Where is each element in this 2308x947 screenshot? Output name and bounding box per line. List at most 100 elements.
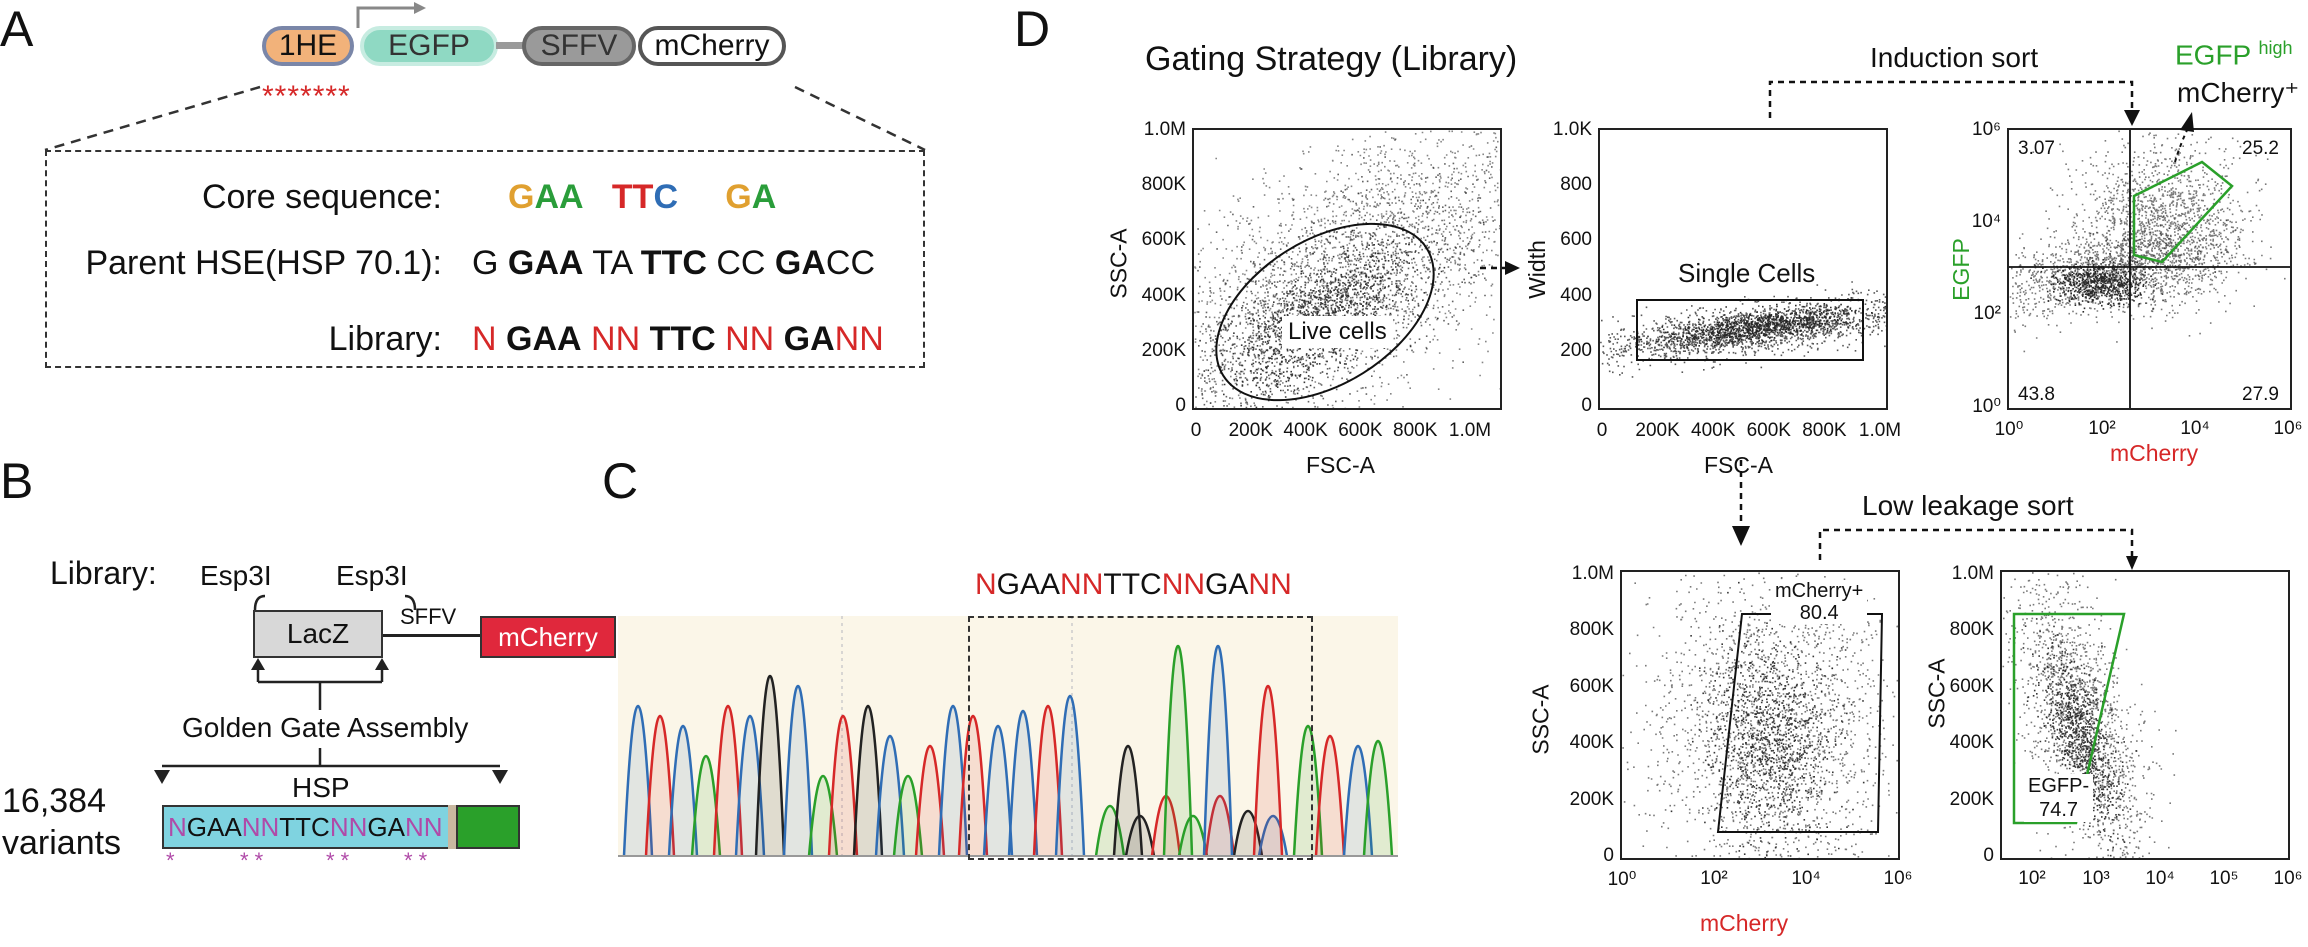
plot3-frame	[2007, 128, 2292, 410]
core-seq-segment: AA	[534, 178, 584, 216]
parent-seq-segment: CC	[825, 244, 875, 282]
panel-c-label: C	[602, 453, 639, 509]
core-seq-segment: TT	[611, 178, 654, 216]
plot3-xtick: 10⁰	[1994, 419, 2024, 440]
parent-seq-segment: GAA	[507, 244, 584, 282]
egfp-high-text: EGFP	[2175, 39, 2251, 71]
plot1-xtick: 0	[1190, 420, 1202, 441]
hsp-spacer	[448, 805, 456, 849]
library-seq-segment: N	[472, 320, 506, 358]
plot4-ytick: 400K	[1569, 732, 1614, 754]
chromatogram-peak	[1362, 739, 1394, 857]
low-leakage-sort-label: Low leakage sort	[1862, 490, 2074, 521]
plot2-ytick: 400	[1560, 284, 1592, 306]
construct-egfp-label: EGFP	[388, 29, 470, 62]
egfp-neg-gate-label: EGFP- 74.7	[2024, 774, 2094, 822]
plot1-ylabel: SSC-A	[1105, 228, 1132, 299]
library-seq-segment: TTC	[649, 320, 716, 358]
plot4-xtick: 10⁶	[1883, 868, 1913, 889]
core-sequence: GAA TTC GA	[508, 178, 776, 217]
plot4-frame	[1620, 570, 1900, 860]
plot4-xtick: 10²	[1700, 868, 1728, 889]
plot1-xlabel: FSC-A	[1306, 452, 1375, 478]
plot2-frame	[1598, 128, 1888, 410]
library-seq-segment: GAA	[506, 320, 582, 358]
panel-b-label: B	[0, 453, 34, 509]
scatter-dots	[2018, 130, 2286, 343]
plot5-ytick: 200K	[1949, 788, 1994, 810]
chromatogram-peak	[1252, 684, 1284, 857]
hsp-sequence-box: NGAANNTTCNNGANN	[162, 805, 452, 849]
variant-count: 16,384	[2, 782, 106, 820]
plot2-ytick: 0	[1581, 395, 1592, 416]
chromatogram-peak	[957, 714, 989, 857]
chromo-seq-segment: N	[975, 568, 997, 601]
chromo-seq-segment: TTC	[1103, 568, 1162, 601]
quadrant-ur: 25.2	[2242, 138, 2279, 159]
parent-seq-segment: CC	[706, 244, 775, 282]
chromatogram-peak	[622, 705, 654, 857]
scatter-cloud	[2030, 253, 2164, 313]
star-1: *	[166, 848, 175, 873]
live-cells-text: Live cells	[1288, 318, 1387, 345]
plot4-xlabel: mCherry	[1700, 910, 1789, 936]
parent-hse-label: Parent HSE(HSP 70.1):	[85, 244, 442, 282]
star-2: * *	[240, 848, 264, 873]
chromatogram-peak	[1162, 644, 1194, 857]
single-cells-gate-label: Single Cells	[1678, 258, 1816, 288]
chromatogram-peak	[667, 725, 699, 857]
chromo-seq-segment: GAA	[996, 568, 1061, 601]
golden-gate-label: Golden Gate Assembly	[182, 712, 469, 743]
construct-link	[496, 42, 526, 49]
plot1-xtick: 400K	[1283, 420, 1328, 441]
chromatogram	[618, 616, 1398, 857]
parent-seq-segment: TTC	[640, 244, 707, 282]
mcherry-plus-label: mCherry⁺	[2177, 77, 2300, 108]
plot5-xtick: 10³	[2082, 868, 2110, 889]
plot4-ytick: 200K	[1569, 788, 1614, 810]
plot3-xtick: 10⁴	[2180, 418, 2210, 439]
plot1-ytick: 600K	[1141, 229, 1186, 251]
chromatogram-peak	[1112, 744, 1144, 857]
scatter-dots	[1670, 581, 1865, 860]
panel-d-label: D	[1014, 1, 1051, 57]
scatter-cloud	[1600, 281, 1888, 378]
plot2-xtick: 200K	[1635, 420, 1680, 441]
plot5-xtick: 10⁵	[2209, 868, 2239, 889]
mcherry-box: mCherry	[480, 616, 616, 658]
reporter-box	[456, 805, 520, 849]
plot5-xtick: 10⁶	[2273, 868, 2303, 889]
mcherry-gate-label: mCherry+ 80.4	[1771, 580, 1868, 624]
chromatogram-peak	[982, 725, 1014, 857]
core-seq-segment: C	[653, 178, 679, 216]
plot2-ytick: 200	[1560, 339, 1592, 361]
hsp-seq-segment: N	[168, 811, 187, 842]
parent-hse-sequence: G GAA TA TTC CC GACC	[472, 244, 875, 283]
zoom-lines	[44, 85, 926, 152]
lacz-box: LacZ	[253, 610, 383, 658]
scatter-cloud	[2018, 130, 2286, 343]
egfp-high-label: EGFP high	[2175, 38, 2293, 71]
plot4-ylabel: SSC-A	[1527, 684, 1554, 755]
plot2-xtick: 1.0M	[1858, 420, 1902, 441]
parent-seq-segment: GA	[774, 244, 826, 282]
plot1-ytick: 1.0M	[1143, 119, 1186, 140]
hse-asterisks: *******	[262, 80, 351, 113]
egfp-neg-gate-name: EGFP-	[2028, 775, 2090, 797]
plot4-xtick: 10⁰	[1607, 869, 1637, 890]
scatter-cloud	[1670, 581, 1865, 860]
promoter-arrow-icon	[356, 2, 426, 28]
plot5-ytick: 0	[1983, 845, 1994, 866]
construct-sffv-label: SFFV	[540, 29, 618, 62]
sffv-label: SFFV	[400, 604, 457, 629]
panel-a-label: A	[0, 1, 34, 57]
plot5-ytick: 1.0M	[1951, 563, 1994, 584]
chromatogram-peak	[1292, 725, 1324, 857]
chromo-seq-segment: NN	[1060, 568, 1104, 601]
hsp-seq-segment: TTC	[279, 811, 330, 842]
chromatogram-peak	[1032, 705, 1064, 857]
chromatogram-peak	[644, 714, 676, 857]
plot5-ylabel: SSC-A	[1923, 658, 1950, 729]
library-seq-segment: NN	[581, 320, 650, 358]
construct-sffv: SFFV	[522, 26, 636, 66]
